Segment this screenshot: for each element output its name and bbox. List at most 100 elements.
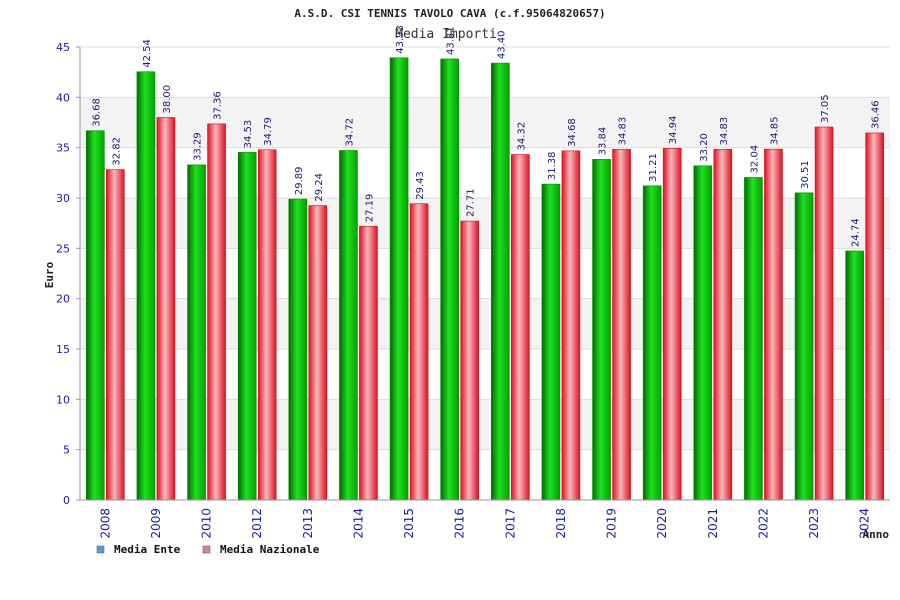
x-tick-label: 2018 (554, 508, 568, 539)
bar-media-nazionale-2012 (257, 149, 277, 501)
y-tick-label: 15 (56, 343, 70, 356)
legend-swatch-media-nazionale (202, 545, 211, 554)
value-label: 42.54 (142, 39, 153, 68)
bar-media-ente-2008 (86, 130, 105, 501)
x-tick-label: 2009 (149, 508, 163, 539)
y-tick-label: 5 (63, 444, 70, 457)
value-label: 29.89 (294, 166, 305, 195)
bar-media-nazionale-2019 (612, 149, 631, 501)
bar-media-ente-2010 (187, 164, 206, 501)
value-label: 29.24 (314, 173, 325, 202)
bar-media-nazionale-2022 (764, 148, 783, 501)
value-label: 32.82 (111, 137, 122, 166)
chart-subtitle: Media Importi (395, 27, 497, 42)
value-labels: 36.68 32.82 42.54 38.00 33.29 37.36 34.53 34.79… (91, 25, 881, 247)
x-tick-label: 2019 (605, 508, 619, 539)
value-label: 31.38 (547, 151, 558, 180)
value-label: 34.79 (263, 117, 274, 146)
chart-title: A.S.D. CSI TENNIS TAVOLO CAVA (c.f.95064… (294, 7, 605, 20)
value-label: 32.04 (749, 145, 760, 174)
bar-media-nazionale-2010 (207, 123, 226, 501)
bar-media-ente-2020 (642, 185, 662, 501)
x-tick-label: 2024 (858, 508, 872, 539)
x-axis-label: Anno (863, 528, 890, 541)
x-tick-label: 2010 (200, 508, 214, 539)
bar-media-ente-2012 (237, 152, 257, 501)
bar-media-nazionale-2017 (511, 154, 530, 501)
value-label: 33.84 (598, 127, 609, 156)
value-label: 33.29 (193, 132, 204, 161)
x-tick-label: 2022 (756, 508, 770, 539)
value-label: 31.21 (648, 153, 659, 182)
legend: Media Ente Media Nazionale (96, 543, 320, 556)
legend-label-media-nazionale: Media Nazionale (220, 543, 320, 556)
bar-media-nazionale-2018 (561, 150, 581, 501)
value-label: 37.05 (820, 94, 831, 123)
bar-media-nazionale-2015 (409, 203, 429, 501)
x-axis-ticks: 2008 2009 2010 2012 2013 2014 2015 2016 2017 2018… (98, 508, 871, 539)
bar-media-nazionale-2009 (156, 117, 176, 501)
value-label: 34.68 (567, 118, 578, 147)
bar-media-nazionale-2021 (713, 149, 733, 501)
value-label: 34.83 (719, 117, 730, 146)
bar-media-ente-2018 (541, 183, 561, 501)
bar-media-ente-2014 (339, 150, 358, 501)
value-label: 27.71 (466, 188, 477, 217)
x-tick-label: 2021 (706, 508, 720, 539)
bar-media-nazionale-2023 (814, 126, 834, 501)
bar-media-ente-2019 (592, 159, 611, 501)
y-tick-label: 35 (56, 142, 70, 155)
x-tick-label: 2012 (250, 508, 264, 539)
value-label: 27.19 (364, 194, 375, 223)
bar-media-ente-2024 (845, 250, 864, 501)
x-tick-label: 2017 (503, 508, 517, 539)
y-tick-label: 25 (56, 242, 70, 255)
bar-media-ente-2016 (440, 58, 459, 501)
value-label: 24.74 (851, 218, 862, 247)
bar-media-nazionale-2008 (106, 169, 125, 501)
y-axis-label: Euro (43, 261, 56, 288)
legend-swatch-media-ente (96, 545, 105, 554)
x-tick-label: 2023 (807, 508, 821, 539)
bar-media-nazionale-2014 (359, 225, 378, 501)
value-label: 34.83 (618, 117, 629, 146)
value-label: 30.51 (800, 160, 811, 189)
bar-media-nazionale-2013 (308, 205, 328, 501)
bar-media-ente-2013 (288, 198, 308, 501)
x-tick-label: 2013 (301, 508, 315, 539)
value-label: 33.20 (699, 133, 710, 162)
y-tick-label: 30 (56, 192, 70, 205)
x-tick-label: 2016 (453, 508, 467, 539)
bar-media-ente-2009 (136, 71, 156, 501)
y-tick-label: 10 (56, 393, 70, 406)
x-tick-label: 2008 (98, 508, 112, 539)
plot-band (80, 47, 890, 98)
value-label: 34.94 (668, 116, 679, 145)
value-label: 38.00 (162, 85, 173, 114)
value-label: 36.46 (871, 100, 882, 129)
value-label: 37.36 (213, 91, 224, 120)
value-label: 34.32 (516, 122, 527, 151)
value-label: 34.85 (769, 117, 780, 146)
x-tick-label: 2015 (402, 508, 416, 539)
bar-media-ente-2022 (744, 177, 763, 501)
bar-media-ente-2015 (389, 57, 409, 501)
value-label: 34.53 (243, 120, 254, 149)
bar-media-nazionale-2024 (865, 132, 884, 501)
value-label: 43.81 (446, 26, 457, 55)
value-label: 34.72 (344, 118, 355, 147)
bars (86, 57, 884, 501)
value-label: 36.68 (91, 98, 102, 127)
value-label: 29.43 (415, 171, 426, 200)
y-tick-label: 45 (56, 41, 70, 54)
bar-media-nazionale-2020 (662, 147, 682, 501)
value-label: 43.93 (395, 25, 406, 54)
y-tick-label: 40 (56, 91, 70, 104)
bar-media-ente-2017 (491, 62, 510, 501)
bar-media-nazionale-2016 (460, 220, 479, 501)
bar-media-ente-2021 (693, 165, 713, 501)
y-tick-label: 20 (56, 293, 70, 306)
legend-label-media-ente: Media Ente (114, 543, 181, 556)
x-tick-label: 2020 (655, 508, 669, 539)
